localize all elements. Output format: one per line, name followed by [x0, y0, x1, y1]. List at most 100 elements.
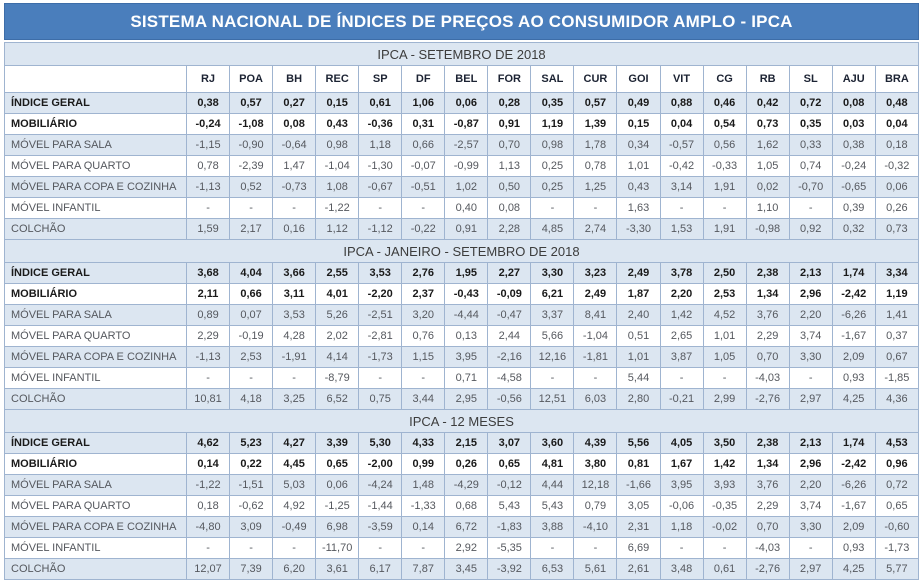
value-cell: 12,18: [573, 474, 618, 496]
value-cell: 0,38: [185, 92, 231, 114]
value-cell: 0,99: [401, 453, 446, 475]
value-cell: -1,04: [315, 155, 360, 177]
row-label: MÓVEL PARA QUARTO: [4, 495, 187, 517]
value-cell: 3,88: [530, 516, 575, 538]
value-cell: 3,66: [272, 262, 317, 284]
value-cell: 3,14: [659, 176, 704, 198]
value-cell: 0,04: [659, 113, 704, 135]
value-cell: -1,85: [874, 367, 920, 389]
value-cell: -0,07: [401, 155, 446, 177]
value-cell: 3,23: [573, 262, 618, 284]
row-label: MÓVEL PARA COPA E COZINHA: [4, 176, 187, 198]
column-header: CUR: [573, 65, 618, 93]
value-cell: 4,44: [530, 474, 575, 496]
value-cell: -1,66: [616, 474, 661, 496]
value-cell: 3,20: [401, 304, 446, 326]
value-cell: -0,42: [659, 155, 704, 177]
value-cell: 2,09: [831, 346, 876, 368]
value-cell: 0,18: [874, 134, 920, 156]
value-cell: 6,17: [358, 558, 403, 580]
value-cell: 1,59: [185, 218, 231, 240]
value-cell: 3,25: [272, 388, 317, 410]
value-cell: 3,09: [229, 516, 274, 538]
value-cell: 2,38: [745, 262, 790, 284]
value-cell: 0,78: [185, 155, 231, 177]
value-cell: 0,96: [874, 453, 920, 475]
row-label: COLCHÃO: [4, 558, 187, 580]
value-cell: -1,30: [358, 155, 403, 177]
table-row: ÍNDICE GERAL 4,62 5,23 4,27 3,39 5,30 4,33 2,15…: [4, 432, 920, 454]
value-cell: -0,35: [702, 495, 747, 517]
row-label: MÓVEL INFANTIL: [4, 367, 187, 389]
value-cell: 2,55: [315, 262, 360, 284]
value-cell: 2,92: [444, 537, 489, 559]
value-cell: 2,61: [616, 558, 661, 580]
value-cell: 0,07: [229, 304, 274, 326]
value-cell: 2,44: [487, 325, 532, 347]
value-cell: 0,26: [444, 453, 489, 475]
value-cell: 0,18: [185, 495, 231, 517]
table-row: MOBILIÁRIO 2,11 0,66 3,11 4,01 -2,20 2,37 -0,43…: [4, 283, 920, 305]
value-cell: -: [229, 367, 274, 389]
column-header: SL: [788, 65, 833, 93]
row-label: MÓVEL PARA COPA E COZINHA: [4, 346, 187, 368]
value-cell: 0,31: [401, 113, 446, 135]
table-row: COLCHÃO 12,07 7,39 6,20 3,61 6,17 7,87 3,45 -3,9…: [4, 558, 920, 580]
value-cell: 1,18: [358, 134, 403, 156]
value-cell: -2,76: [745, 388, 790, 410]
value-cell: -0,60: [874, 516, 920, 538]
row-label: MÓVEL PARA SALA: [4, 304, 187, 326]
value-cell: -6,26: [831, 474, 876, 496]
table-row: MÓVEL PARA QUARTO 0,18 -0,62 4,92 -1,25 -1,44…: [4, 495, 920, 517]
value-cell: 1,19: [530, 113, 575, 135]
value-cell: 3,30: [530, 262, 575, 284]
value-cell: 3,76: [745, 474, 790, 496]
table-row: MÓVEL PARA QUARTO 0,78 -2,39 1,47 -1,04 -1,30…: [4, 155, 920, 177]
value-cell: 0,04: [874, 113, 920, 135]
value-cell: 0,66: [229, 283, 274, 305]
row-label: MOBILIÁRIO: [4, 113, 187, 135]
value-cell: -2,16: [487, 346, 532, 368]
value-cell: 0,33: [788, 134, 833, 156]
row-label: COLCHÃO: [4, 218, 187, 240]
value-cell: 2,11: [185, 283, 231, 305]
column-header: BEL: [444, 65, 489, 93]
value-cell: -6,26: [831, 304, 876, 326]
value-cell: 4,62: [185, 432, 231, 454]
table-row: ÍNDICE GERAL 3,68 4,04 3,66 2,55 3,53 2,76 1,95…: [4, 262, 920, 284]
value-cell: 0,39: [831, 197, 876, 219]
table-row: MÓVEL INFANTIL - - - -11,70- -2,92 -5,35- -6,69…: [4, 537, 920, 559]
value-cell: 0,34: [616, 134, 661, 156]
value-cell: -4,58: [487, 367, 532, 389]
value-cell: 0,49: [616, 92, 661, 114]
value-cell: 0,46: [702, 92, 747, 114]
value-cell: -: [530, 537, 575, 559]
value-cell: 0,32: [831, 218, 876, 240]
value-cell: 0,38: [831, 134, 876, 156]
column-header: VIT: [659, 65, 704, 93]
value-cell: 0,15: [315, 92, 360, 114]
value-cell: -5,35: [487, 537, 532, 559]
value-cell: 6,03: [573, 388, 618, 410]
value-cell: 0,35: [788, 113, 833, 135]
value-cell: 2,99: [702, 388, 747, 410]
value-cell: 3,39: [315, 432, 360, 454]
value-cell: -2,57: [444, 134, 489, 156]
value-cell: 6,98: [315, 516, 360, 538]
value-cell: 2,13: [788, 432, 833, 454]
value-cell: 0,91: [487, 113, 532, 135]
value-cell: -1,67: [831, 325, 876, 347]
value-cell: 0,68: [444, 495, 489, 517]
value-cell: 1,41: [874, 304, 920, 326]
table-row: MOBILIÁRIO 0,14 0,22 4,45 0,65 -2,00 0,99 0,26 0…: [4, 453, 920, 475]
ipca-table: IPCA - SETEMBRO DE 2018 RJ POA BH REC SP DF BEL…: [4, 42, 920, 580]
value-cell: 3,87: [659, 346, 704, 368]
value-cell: -0,02: [702, 516, 747, 538]
value-cell: 0,67: [874, 346, 920, 368]
table-row: MÓVEL PARA COPA E COZINHA -1,13 0,52 -0,73 1…: [4, 176, 920, 198]
value-cell: -: [229, 197, 274, 219]
table-row: MÓVEL PARA SALA -1,22 -1,51 5,03 0,06 -4,24 1,…: [4, 474, 920, 496]
value-cell: -0,73: [272, 176, 317, 198]
value-cell: 1,06: [401, 92, 446, 114]
column-header: GOI: [616, 65, 661, 93]
